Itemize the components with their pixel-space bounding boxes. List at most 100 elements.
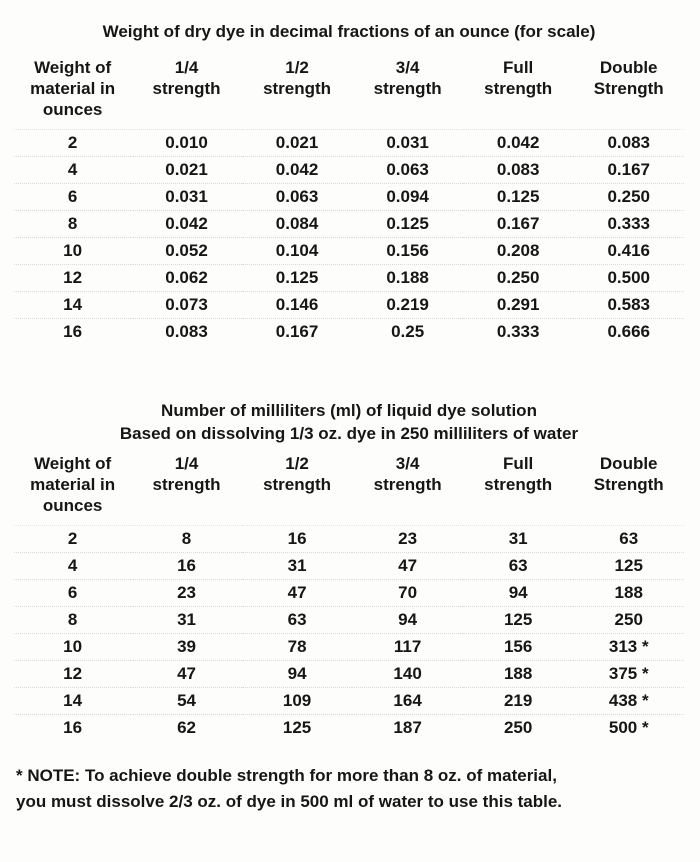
value-cell: 187 bbox=[393, 718, 422, 737]
header-three-quarter-strength: 3/4 strength bbox=[373, 454, 442, 494]
value-cell: 70 bbox=[398, 583, 418, 602]
weight-cell: 14 bbox=[63, 295, 83, 314]
value-cell: 0.083 bbox=[607, 133, 650, 152]
value-cell: 0.291 bbox=[496, 295, 540, 314]
value-cell: 16 bbox=[287, 529, 307, 548]
value-cell: 0.416 bbox=[607, 241, 650, 260]
value-cell: 0.208 bbox=[496, 241, 540, 260]
value-cell: 0.583 bbox=[607, 295, 650, 314]
value-cell: 39 bbox=[177, 637, 196, 656]
value-cell: 0.250 bbox=[607, 187, 650, 206]
table-row: 2 0.010 0.021 0.031 0.042 0.083 bbox=[14, 129, 684, 157]
header-half-strength: 1/2 strength bbox=[263, 454, 332, 494]
dry-dye-table: Weight of material in ounces 1/4 strengt… bbox=[14, 53, 684, 345]
value-cell: 0.084 bbox=[275, 214, 319, 233]
value-cell: 0.125 bbox=[386, 214, 429, 233]
table-row: 10 0.052 0.104 0.156 0.208 0.416 bbox=[14, 237, 684, 265]
value-cell: 0.021 bbox=[165, 160, 208, 179]
weight-cell: 12 bbox=[63, 664, 83, 683]
table-row: 12 47 94 140 188 375 * bbox=[14, 660, 684, 688]
value-cell: 313 * bbox=[608, 637, 649, 656]
value-cell: 0.094 bbox=[386, 187, 429, 206]
value-cell: 47 bbox=[398, 556, 418, 575]
value-cell: 94 bbox=[287, 664, 307, 683]
header-half-strength: 1/2 strength bbox=[263, 58, 332, 98]
value-cell: 0.250 bbox=[496, 268, 540, 287]
value-cell: 63 bbox=[619, 529, 639, 548]
table-row: 10 39 78 117 156 313 * bbox=[14, 633, 684, 661]
value-cell: 23 bbox=[177, 583, 196, 602]
weight-cell: 10 bbox=[63, 241, 83, 260]
value-cell: 0.167 bbox=[607, 160, 650, 179]
header-weight-material: Weight of material in ounces bbox=[30, 454, 116, 515]
value-cell: 94 bbox=[398, 610, 418, 629]
value-cell: 0.125 bbox=[275, 268, 319, 287]
value-cell: 117 bbox=[393, 637, 422, 656]
value-cell: 0.063 bbox=[386, 160, 429, 179]
value-cell: 0.031 bbox=[165, 187, 208, 206]
value-cell: 47 bbox=[287, 583, 307, 602]
value-cell: 31 bbox=[287, 556, 307, 575]
table-row: 4 0.021 0.042 0.063 0.083 0.167 bbox=[14, 156, 684, 184]
value-cell: 125 bbox=[282, 718, 312, 737]
header-double-strength: Double Strength bbox=[593, 454, 664, 494]
header-double-strength: Double Strength bbox=[593, 58, 664, 98]
weight-cell: 16 bbox=[63, 322, 83, 341]
value-cell: 0.146 bbox=[275, 295, 319, 314]
weight-cell: 8 bbox=[67, 610, 78, 629]
dry-dye-table-title: Weight of dry dye in decimal fractions o… bbox=[102, 22, 596, 41]
value-cell: 500 * bbox=[608, 718, 649, 737]
value-cell: 0.167 bbox=[275, 322, 319, 341]
value-cell: 0.104 bbox=[275, 241, 319, 260]
value-cell: 31 bbox=[508, 529, 528, 548]
weight-cell: 2 bbox=[67, 529, 78, 548]
value-cell: 0.219 bbox=[386, 295, 429, 314]
value-cell: 54 bbox=[177, 691, 196, 710]
value-cell: 0.062 bbox=[165, 268, 208, 287]
value-cell: 16 bbox=[177, 556, 196, 575]
value-cell: 63 bbox=[508, 556, 528, 575]
table-row: 6 0.031 0.063 0.094 0.125 0.250 bbox=[14, 183, 684, 211]
value-cell: 0.125 bbox=[496, 187, 540, 206]
table-row: 16 62 125 187 250 500 * bbox=[14, 714, 684, 742]
liquid-dye-header-row: Weight of material in ounces 1/4 strengt… bbox=[14, 449, 684, 526]
table-row: 12 0.062 0.125 0.188 0.250 0.500 bbox=[14, 264, 684, 292]
value-cell: 0.333 bbox=[496, 322, 540, 341]
weight-cell: 2 bbox=[67, 133, 78, 152]
value-cell: 188 bbox=[614, 583, 643, 602]
value-cell: 125 bbox=[503, 610, 533, 629]
value-cell: 375 * bbox=[608, 664, 649, 683]
weight-cell: 6 bbox=[67, 583, 78, 602]
value-cell: 47 bbox=[177, 664, 196, 683]
value-cell: 140 bbox=[393, 664, 422, 683]
weight-cell: 4 bbox=[67, 160, 78, 179]
weight-cell: 4 bbox=[67, 556, 78, 575]
header-full-strength: Full strength bbox=[484, 58, 553, 98]
table-row: 2 8 16 23 31 63 bbox=[14, 525, 684, 553]
table-row: 8 31 63 94 125 250 bbox=[14, 606, 684, 634]
dry-dye-header-row: Weight of material in ounces 1/4 strengt… bbox=[14, 53, 684, 130]
value-cell: 0.500 bbox=[607, 268, 650, 287]
table-row: 6 23 47 70 94 188 bbox=[14, 579, 684, 607]
header-three-quarter-strength: 3/4 strength bbox=[373, 58, 442, 98]
table-row: 8 0.042 0.084 0.125 0.167 0.333 bbox=[14, 210, 684, 238]
liquid-dye-table: Weight of material in ounces 1/4 strengt… bbox=[14, 449, 684, 741]
value-cell: 0.042 bbox=[165, 214, 208, 233]
value-cell: 0.156 bbox=[386, 241, 429, 260]
weight-cell: 10 bbox=[63, 637, 83, 656]
value-cell: 0.042 bbox=[496, 133, 540, 152]
header-weight-material: Weight of material in ounces bbox=[30, 58, 116, 119]
header-full-strength: Full strength bbox=[484, 454, 553, 494]
table-row: 4 16 31 47 63 125 bbox=[14, 552, 684, 580]
value-cell: 250 bbox=[503, 718, 533, 737]
value-cell: 0.010 bbox=[165, 133, 208, 152]
weight-cell: 12 bbox=[63, 268, 83, 287]
value-cell: 0.666 bbox=[607, 322, 650, 341]
value-cell: 219 bbox=[503, 691, 533, 710]
value-cell: 188 bbox=[503, 664, 533, 683]
liquid-dye-table-title-line2: Based on dissolving 1/3 oz. dye in 250 m… bbox=[119, 424, 579, 443]
table-row: 16 0.083 0.167 0.25 0.333 0.666 bbox=[14, 318, 684, 346]
liquid-dye-table-title-line1: Number of milliliters (ml) of liquid dye… bbox=[161, 401, 537, 420]
dry-dye-table-body: 2 0.010 0.021 0.031 0.042 0.083 4 0.021 0.042 0.0… bbox=[14, 129, 684, 346]
